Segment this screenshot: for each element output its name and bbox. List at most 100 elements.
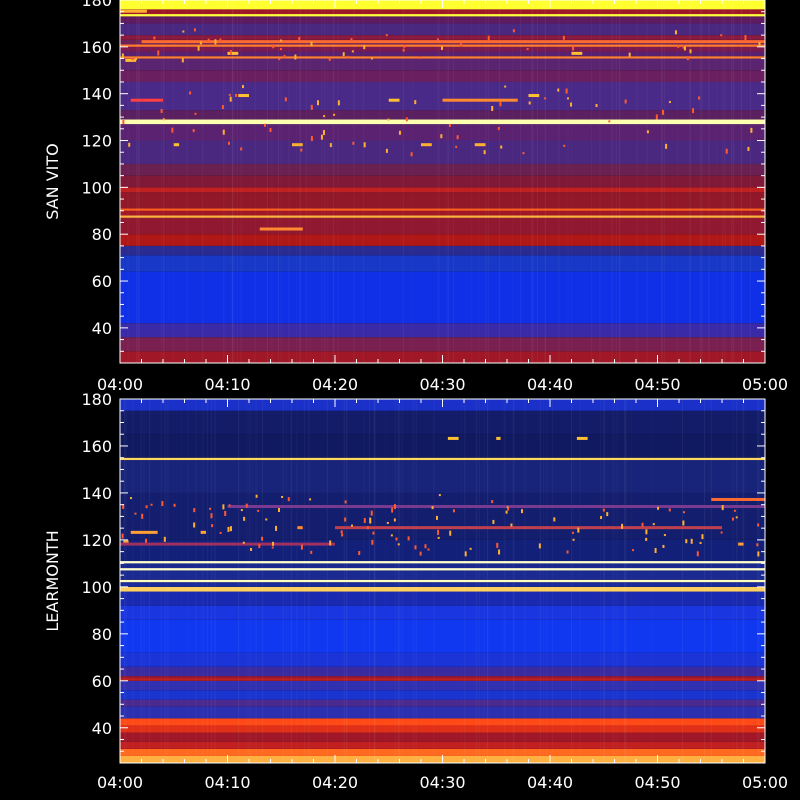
texture-stripe [689, 0, 691, 363]
speckle-mark [363, 142, 366, 148]
texture-stripe [478, 399, 480, 763]
texture-stripe [439, 0, 440, 363]
texture-stripe [652, 399, 653, 763]
spectrum-band [120, 586, 765, 592]
speckle-mark [528, 101, 531, 105]
speckle-mark [757, 551, 760, 557]
speckle-mark [600, 515, 603, 519]
speckle-mark [153, 36, 156, 40]
speckle-mark [229, 526, 232, 532]
spectrum-band [120, 732, 765, 742]
texture-stripe [363, 399, 364, 763]
speckle-mark [257, 509, 260, 512]
speckle-mark [189, 91, 192, 95]
speckle-mark [628, 52, 631, 57]
speckle-mark [720, 531, 723, 534]
speckle-mark [645, 529, 648, 535]
speckle-mark [565, 88, 568, 94]
burst-mark [576, 436, 588, 440]
texture-stripe [448, 0, 450, 363]
y-tick-label: 40 [92, 319, 112, 338]
texture-stripe [731, 0, 733, 363]
texture-stripe [347, 399, 348, 763]
texture-stripe [677, 0, 678, 363]
texture-stripe [290, 399, 292, 763]
y-axis-label: LEARMONTH [43, 530, 62, 631]
speckle-mark [163, 536, 166, 542]
speckle-mark [366, 526, 369, 530]
speckle-mark [437, 536, 440, 539]
y-tick-label: 60 [92, 272, 112, 291]
burst-mark [496, 436, 501, 440]
speckle-mark [418, 56, 421, 59]
speckle-mark [363, 45, 366, 50]
y-tick-label: 120 [81, 132, 112, 151]
texture-stripe [353, 0, 355, 363]
texture-stripe [471, 0, 472, 363]
texture-stripe [749, 0, 751, 363]
speckle-mark [414, 545, 417, 550]
speckle-mark [385, 148, 388, 153]
speckle-mark [363, 517, 366, 523]
speckle-mark [277, 508, 280, 513]
texture-stripe [734, 0, 735, 363]
speckle-mark [570, 102, 573, 107]
speckle-mark [344, 517, 347, 522]
texture-stripe [304, 399, 306, 763]
speckle-mark [150, 503, 153, 506]
speckle-mark [504, 85, 507, 88]
texture-stripe [231, 0, 233, 363]
texture-stripe [132, 399, 133, 763]
texture-stripe [332, 0, 334, 363]
speckle-mark [227, 141, 230, 145]
texture-stripe [137, 0, 138, 363]
texture-stripe [546, 399, 547, 763]
texture-stripe [485, 0, 486, 363]
y-tick-label: 100 [81, 178, 112, 197]
texture-stripe [252, 399, 253, 763]
speckle-mark [492, 519, 495, 524]
speckle-mark [134, 512, 137, 515]
texture-stripe [626, 399, 627, 763]
speckle-mark [440, 45, 443, 50]
texture-stripe [416, 399, 417, 763]
texture-stripe [487, 0, 489, 363]
burst-mark [141, 40, 765, 44]
spectrum-band [120, 706, 765, 719]
speckle-mark [272, 541, 275, 546]
texture-stripe [732, 0, 734, 363]
texture-stripe [740, 0, 742, 363]
texture-stripe [149, 399, 150, 763]
speckle-mark [145, 538, 148, 543]
speckle-mark [358, 551, 361, 556]
speckle-mark [229, 49, 232, 55]
speckle-mark [341, 533, 344, 537]
speckle-mark [685, 539, 688, 544]
speckle-mark [506, 506, 509, 509]
speckle-mark [424, 544, 427, 549]
burst-mark [227, 51, 239, 55]
texture-stripe [661, 0, 663, 363]
texture-stripe [736, 399, 738, 763]
texture-stripe [743, 399, 745, 763]
texture-stripe [248, 399, 249, 763]
texture-stripe [479, 0, 480, 363]
speckle-mark [699, 541, 702, 544]
texture-stripe [603, 399, 605, 763]
texture-stripe [617, 399, 618, 763]
texture-stripe [505, 399, 506, 763]
speckle-mark [696, 551, 699, 557]
speckle-mark [261, 536, 264, 541]
texture-stripe [281, 0, 282, 363]
texture-stripe [202, 399, 203, 763]
speckle-mark [500, 145, 503, 149]
speckle-mark [757, 523, 760, 527]
speckle-mark [300, 148, 303, 152]
x-tick-label: 04:40 [527, 375, 573, 394]
speckle-mark [731, 517, 734, 521]
speckle-mark [245, 503, 248, 508]
speckle-mark [161, 501, 164, 507]
speckle-mark [275, 525, 278, 531]
y-tick-label: 140 [81, 484, 112, 503]
